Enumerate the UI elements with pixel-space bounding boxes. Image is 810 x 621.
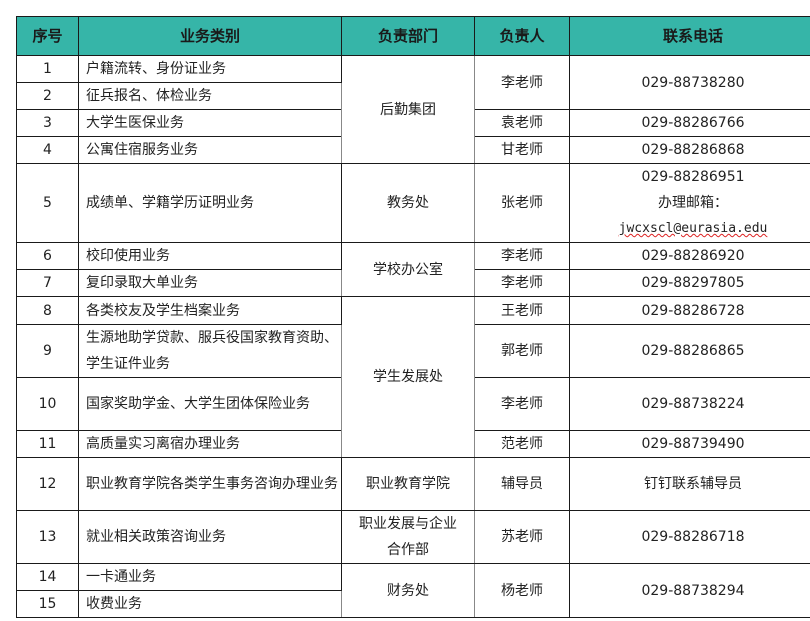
header-person: 负责人 — [474, 16, 570, 56]
department-cell: 职业教育学院 — [341, 457, 475, 511]
phone-cell: 029-88286920 — [569, 242, 810, 270]
phone-cell: 029-88738224 — [569, 377, 810, 431]
phone-cell: 钉钉联系辅导员 — [569, 457, 810, 511]
department-cell: 学生发展处 — [341, 296, 475, 458]
phone-cell: 029-88738294 — [569, 563, 810, 618]
header-department: 负责部门 — [341, 16, 475, 56]
person-cell: 李老师 — [474, 377, 570, 431]
person-cell: 范老师 — [474, 430, 570, 458]
table-row: 4 公寓住宿服务业务 甘老师 029-88286868 — [16, 136, 810, 164]
row-category: 户籍流转、身份证业务 — [78, 55, 342, 83]
person-cell: 张老师 — [474, 163, 570, 243]
phone-cell: 029-88297805 — [569, 269, 810, 297]
table-row: 13 就业相关政策咨询业务 职业发展与企业合作部 苏老师 029-8828671… — [16, 510, 810, 564]
row-category: 大学生医保业务 — [78, 109, 342, 137]
phone-cell: 029-88286766 — [569, 109, 810, 137]
row-no: 10 — [16, 377, 79, 431]
row-category: 成绩单、学籍学历证明业务 — [78, 163, 342, 243]
person-cell: 郭老师 — [474, 324, 570, 378]
table-row: 3 大学生医保业务 袁老师 029-88286766 — [16, 109, 810, 137]
row-no: 13 — [16, 510, 79, 564]
table-row: 7 复印录取大单业务 李老师 029-88297805 — [16, 269, 810, 297]
email-address[interactable]: jwcxscl@eurasia.edu — [618, 221, 768, 236]
row-no: 7 — [16, 269, 79, 297]
row-no: 4 — [16, 136, 79, 164]
phone-cell: 029-88286868 — [569, 136, 810, 164]
person-cell: 袁老师 — [474, 109, 570, 137]
row-no: 14 — [16, 563, 79, 591]
row-category: 校印使用业务 — [78, 242, 342, 270]
phone-cell: 029-88286718 — [569, 510, 810, 564]
person-cell: 辅导员 — [474, 457, 570, 511]
table-row: 15 收费业务 — [16, 590, 810, 618]
phone-cell: 029-88286865 — [569, 324, 810, 378]
row-no: 11 — [16, 430, 79, 458]
header-phone: 联系电话 — [569, 16, 810, 56]
row-no: 12 — [16, 457, 79, 511]
row-category: 各类校友及学生档案业务 — [78, 296, 342, 325]
row-no: 8 — [16, 296, 79, 325]
service-contact-table: 序号 业务类别 负责部门 负责人 联系电话 1 户籍流转、身份证业务 后勤集团 … — [16, 16, 810, 618]
table-row: 9 生源地助学贷款、服兵役国家教育资助、学生证件业务 郭老师 029-88286… — [16, 324, 810, 378]
row-no: 1 — [16, 55, 79, 83]
header-row: 序号 业务类别 负责部门 负责人 联系电话 — [16, 16, 810, 56]
phone-cell: 029-88739490 — [569, 430, 810, 458]
person-cell: 李老师 — [474, 55, 570, 110]
table-row: 14 一卡通业务 财务处 杨老师 029-88738294 — [16, 563, 810, 618]
row-category: 国家奖助学金、大学生团体保险业务 — [78, 377, 342, 431]
person-cell: 苏老师 — [474, 510, 570, 564]
row-no: 3 — [16, 109, 79, 137]
person-cell: 王老师 — [474, 296, 570, 325]
person-cell: 甘老师 — [474, 136, 570, 164]
row-no: 5 — [16, 163, 79, 243]
department-cell: 职业发展与企业合作部 — [341, 510, 475, 564]
row-category: 复印录取大单业务 — [78, 269, 342, 297]
person-cell: 杨老师 — [474, 563, 570, 618]
table-row: 1 户籍流转、身份证业务 后勤集团 李老师 029-88738280 — [16, 55, 810, 164]
table-row: 6 校印使用业务 学校办公室 李老师 029-88286920 — [16, 242, 810, 297]
row-category: 公寓住宿服务业务 — [78, 136, 342, 164]
row-category: 职业教育学院各类学生事务咨询办理业务 — [78, 457, 342, 511]
department-cell: 教务处 — [341, 163, 475, 243]
phone-number: 029-88286951 — [641, 169, 745, 185]
row-category: 收费业务 — [78, 590, 342, 618]
row-no: 2 — [16, 82, 79, 110]
person-cell: 李老师 — [474, 242, 570, 270]
phone-cell: 029-88286728 — [569, 296, 810, 325]
table-row: 5 成绩单、学籍学历证明业务 教务处 张老师 029-88286951 办理邮箱… — [16, 163, 810, 243]
row-category: 征兵报名、体检业务 — [78, 82, 342, 110]
phone-cell: 029-88286951 办理邮箱： jwcxscl@eurasia.edu — [569, 163, 810, 243]
table-row: 11 高质量实习离宿办理业务 范老师 029-88739490 — [16, 430, 810, 458]
header-no: 序号 — [16, 16, 79, 56]
department-cell: 学校办公室 — [341, 242, 475, 297]
row-category: 就业相关政策咨询业务 — [78, 510, 342, 564]
row-category: 生源地助学贷款、服兵役国家教育资助、学生证件业务 — [78, 324, 342, 378]
row-no: 15 — [16, 590, 79, 618]
header-category: 业务类别 — [78, 16, 342, 56]
table-row: 8 各类校友及学生档案业务 学生发展处 王老师 029-88286728 — [16, 296, 810, 458]
person-cell: 李老师 — [474, 269, 570, 297]
department-cell: 后勤集团 — [341, 55, 475, 164]
row-no: 6 — [16, 242, 79, 270]
email-label: 办理邮箱： — [658, 195, 728, 211]
table-row: 10 国家奖助学金、大学生团体保险业务 李老师 029-88738224 — [16, 377, 810, 431]
row-category: 一卡通业务 — [78, 563, 342, 591]
phone-cell: 029-88738280 — [569, 55, 810, 110]
department-cell: 财务处 — [341, 563, 475, 618]
table-row: 12 职业教育学院各类学生事务咨询办理业务 职业教育学院 辅导员 钉钉联系辅导员 — [16, 457, 810, 511]
row-no: 9 — [16, 324, 79, 378]
row-category: 高质量实习离宿办理业务 — [78, 430, 342, 458]
